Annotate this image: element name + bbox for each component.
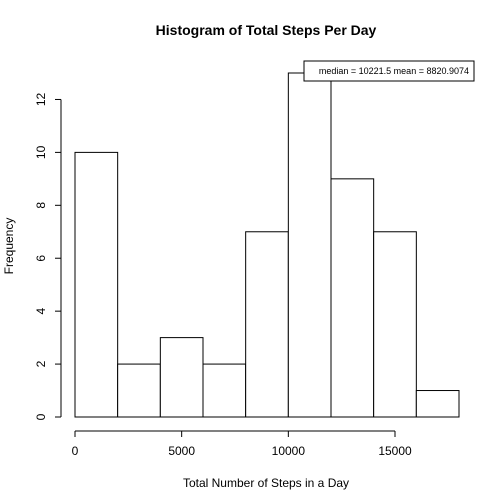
histogram-bar-1: [117, 363, 161, 418]
y-tick-label-3: 6: [34, 255, 48, 262]
legend-box: [303, 60, 475, 82]
x-tick-label-1: 5000: [168, 444, 195, 458]
histogram-bar-3: [202, 363, 247, 418]
histogram-bar-4: [245, 231, 289, 418]
legend: median = 10221.5 mean = 8820.9074: [303, 60, 475, 82]
histogram-bar-2: [159, 337, 204, 418]
y-tick-label-5: 10: [34, 145, 48, 159]
bars-group: [74, 72, 460, 418]
y-tick-label-0: 0: [34, 413, 48, 420]
y-tick-label-1: 2: [34, 360, 48, 367]
y-tick-label-6: 12: [34, 92, 48, 106]
y-tick-label-4: 8: [34, 202, 48, 209]
x-tick-label-3: 15000: [378, 444, 412, 458]
legend-text: median = 10221.5 mean = 8820.9074: [319, 66, 469, 76]
chart-title: Histogram of Total Steps Per Day: [156, 22, 377, 38]
y-axis: 0 2 4 6 8 10 12: [34, 92, 62, 420]
histogram-bar-7: [373, 231, 417, 418]
histogram-bar-0: [74, 151, 119, 418]
x-tick-label-0: 0: [72, 444, 79, 458]
histogram-bar-5: [287, 72, 332, 418]
x-axis-label: Total Number of Steps in a Day: [183, 476, 349, 490]
y-axis-label: Frequency: [2, 218, 16, 275]
x-axis: 0 5000 10000 15000: [72, 430, 412, 458]
x-tick-label-2: 10000: [272, 444, 306, 458]
histogram-bar-8: [415, 390, 460, 418]
histogram-bar-6: [330, 178, 375, 418]
y-tick-label-2: 4: [34, 307, 48, 314]
